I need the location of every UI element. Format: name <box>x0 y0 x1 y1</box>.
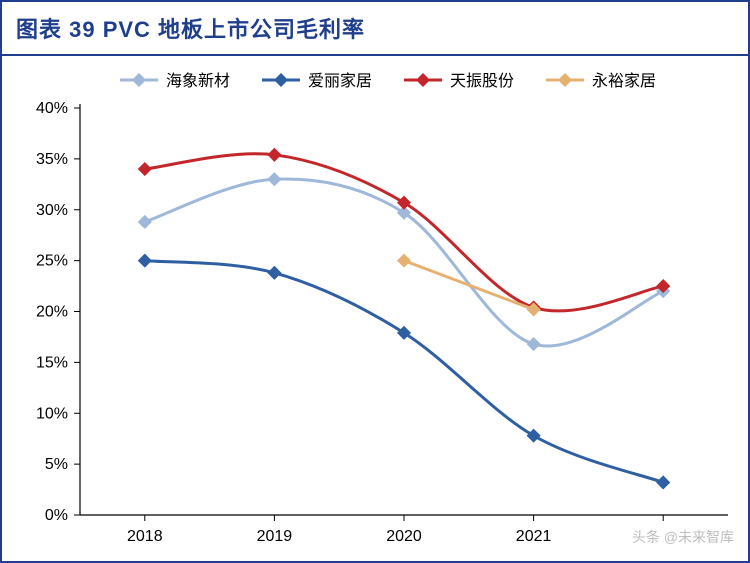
chart-area: 0% 5% 10% 15% 20% 25% 30% 35% 40% 2018 2019 2020 202… <box>2 58 748 561</box>
svg-text:2018: 2018 <box>127 528 163 545</box>
chart-frame: 图表 39 PVC 地板上市公司毛利率 0% 5% 10% 15% 20% 25% 30% 3… <box>0 0 750 563</box>
svg-text:爱丽家居: 爱丽家居 <box>308 72 372 90</box>
line-chart: 0% 5% 10% 15% 20% 25% 30% 35% 40% 2018 2019 2020 202… <box>2 58 750 563</box>
svg-text:天振股份: 天振股份 <box>450 72 514 90</box>
svg-text:15%: 15% <box>36 354 68 371</box>
title-bar: 图表 39 PVC 地板上市公司毛利率 <box>2 2 748 56</box>
svg-text:2021: 2021 <box>516 528 552 545</box>
svg-text:35%: 35% <box>36 151 68 168</box>
svg-text:25%: 25% <box>36 253 68 270</box>
svg-text:40%: 40% <box>36 100 68 117</box>
svg-text:2019: 2019 <box>257 528 293 545</box>
svg-text:20%: 20% <box>36 304 68 321</box>
chart-title: 图表 39 PVC 地板上市公司毛利率 <box>16 17 365 42</box>
svg-text:2020: 2020 <box>386 528 422 545</box>
svg-text:永裕家居: 永裕家居 <box>592 72 656 90</box>
svg-text:海象新材: 海象新材 <box>166 72 230 90</box>
svg-text:5%: 5% <box>45 456 68 473</box>
svg-text:0%: 0% <box>45 507 68 524</box>
legend: 海象新材 爱丽家居 天振股份 永裕家居 <box>120 72 656 90</box>
svg-text:30%: 30% <box>36 202 68 219</box>
svg-text:10%: 10% <box>36 405 68 422</box>
